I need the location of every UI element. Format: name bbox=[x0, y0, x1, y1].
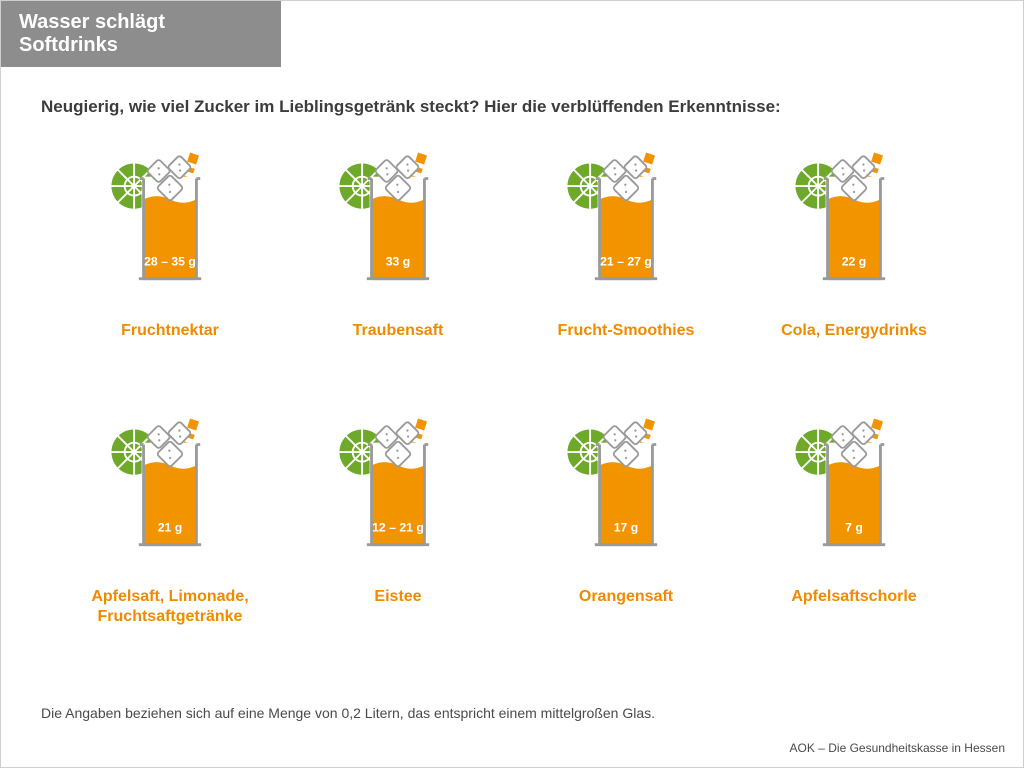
drink-cell: 12 – 21 g Eistee bbox=[289, 403, 507, 629]
drink-label: Cola, Energydrinks bbox=[745, 321, 963, 363]
drink-label: Eistee bbox=[289, 587, 507, 629]
svg-text:21 – 27 g: 21 – 27 g bbox=[600, 254, 652, 268]
drinks-grid: 28 – 35 g Fruchtnektar 33 g Traubensaft bbox=[1, 127, 1023, 629]
svg-text:7 g: 7 g bbox=[845, 520, 863, 534]
svg-text:22 g: 22 g bbox=[842, 254, 867, 268]
drink-cell: 17 g Orangensaft bbox=[517, 403, 735, 629]
drink-label: Fruchtnektar bbox=[61, 321, 279, 363]
drink-label: Orangensaft bbox=[517, 587, 735, 629]
drink-cell: 21 g Apfelsaft, Limonade, Fruchtsaftgetr… bbox=[61, 403, 279, 629]
svg-text:21 g: 21 g bbox=[158, 520, 183, 534]
drink-glass-icon: 21 g bbox=[85, 403, 255, 573]
drink-label: Traubensaft bbox=[289, 321, 507, 363]
credit: AOK – Die Gesundheitskasse in Hessen bbox=[790, 741, 1005, 755]
drink-glass-icon: 17 g bbox=[541, 403, 711, 573]
subtitle: Neugierig, wie viel Zucker im Lieblingsg… bbox=[1, 67, 1023, 127]
drink-cell: 22 g Cola, Energydrinks bbox=[745, 137, 963, 363]
svg-text:28 – 35 g: 28 – 35 g bbox=[144, 254, 196, 268]
title-text: Wasser schlägt Softdrinks bbox=[19, 11, 165, 56]
title-bar: Wasser schlägt Softdrinks bbox=[1, 1, 281, 67]
drink-cell: 33 g Traubensaft bbox=[289, 137, 507, 363]
drink-label: Apfelsaft, Limonade, Fruchtsaftgetränke bbox=[61, 587, 279, 629]
drink-glass-icon: 28 – 35 g bbox=[85, 137, 255, 307]
footnote: Die Angaben beziehen sich auf eine Menge… bbox=[41, 705, 655, 721]
infographic-page: Wasser schlägt Softdrinks Neugierig, wie… bbox=[0, 0, 1024, 768]
drink-label: Frucht-Smoothies bbox=[517, 321, 735, 363]
drink-label: Apfelsaftschorle bbox=[745, 587, 963, 629]
svg-text:17 g: 17 g bbox=[614, 520, 639, 534]
drink-cell: 28 – 35 g Fruchtnektar bbox=[61, 137, 279, 363]
drink-glass-icon: 22 g bbox=[769, 137, 939, 307]
drink-cell: 21 – 27 g Frucht-Smoothies bbox=[517, 137, 735, 363]
drink-glass-icon: 21 – 27 g bbox=[541, 137, 711, 307]
drink-glass-icon: 7 g bbox=[769, 403, 939, 573]
drink-cell: 7 g Apfelsaftschorle bbox=[745, 403, 963, 629]
drink-glass-icon: 33 g bbox=[313, 137, 483, 307]
svg-text:12 – 21 g: 12 – 21 g bbox=[372, 520, 424, 534]
svg-text:33 g: 33 g bbox=[386, 254, 411, 268]
drink-glass-icon: 12 – 21 g bbox=[313, 403, 483, 573]
